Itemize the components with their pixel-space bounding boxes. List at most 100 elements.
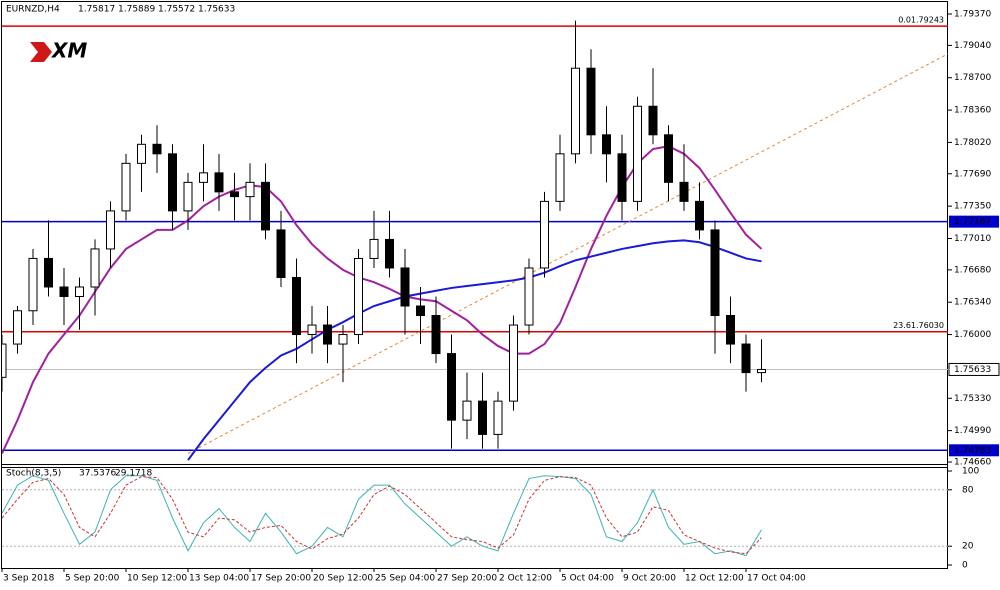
y-tick-label: 1.78020 <box>954 138 991 148</box>
candle-body <box>617 153 627 202</box>
y-tick-label: 1.79370 <box>954 10 991 20</box>
candle-body <box>323 324 332 345</box>
candle-body <box>168 153 177 212</box>
moving-average <box>187 239 762 461</box>
y-tick-label: 1.74660 <box>954 458 991 468</box>
x-tick-label: 5 Oct 04:00 <box>561 574 614 584</box>
candle-body <box>695 200 704 231</box>
price-tag <box>949 444 999 457</box>
x-tick-label: 17 Oct 04:00 <box>747 574 806 584</box>
y-tick-label: 1.76680 <box>954 265 991 275</box>
candle-body <box>152 143 162 155</box>
candle-body <box>2 343 7 378</box>
candle-body <box>431 315 441 355</box>
main-plot <box>2 20 948 461</box>
y-tick-label: 80 <box>962 485 974 495</box>
candle-body <box>338 334 348 345</box>
x-tick-label: 3 Sep 2018 <box>3 574 55 584</box>
y-tick-label: 1.78700 <box>954 73 991 83</box>
candle-body <box>183 181 193 212</box>
candle-body <box>509 324 518 402</box>
stoch-plot <box>1 475 948 557</box>
candle-body <box>90 248 100 288</box>
quote-high: 1.75889 <box>118 5 155 15</box>
candle-body <box>307 324 317 336</box>
candle-body <box>292 276 301 336</box>
level-label: 23.61.76030 <box>893 321 944 330</box>
candle-body <box>478 400 487 435</box>
trend-line <box>187 53 948 454</box>
candle-body <box>385 238 394 269</box>
y-tick-label: 1.78360 <box>954 106 991 116</box>
candle-body <box>354 257 363 336</box>
candle-body <box>540 200 549 269</box>
candle-body <box>586 67 596 136</box>
candle-body <box>447 353 456 421</box>
candle-body <box>276 229 286 278</box>
price-tag-label: 1.74783 <box>954 446 991 456</box>
quote-open: 1.75817 <box>78 5 115 15</box>
candle-body <box>726 315 735 345</box>
candle-body <box>602 134 611 155</box>
candle-body <box>369 238 379 259</box>
level-label: 0.01.79243 <box>898 16 944 25</box>
candle-body <box>59 286 69 297</box>
y-tick-label: 1.76000 <box>954 330 991 340</box>
x-tick-label: 5 Sep 20:00 <box>65 574 120 584</box>
candle-body <box>416 305 425 317</box>
candle-body <box>261 181 270 231</box>
x-tick-label: 20 Sep 12:00 <box>313 574 373 584</box>
y-tick-label: 100 <box>962 467 979 477</box>
candle-body <box>462 400 472 421</box>
stoch-signal-value: 29.1718 <box>115 469 152 479</box>
candle-body <box>757 368 766 374</box>
logo: XM <box>30 39 87 63</box>
y-tick-label: 1.79040 <box>954 41 991 51</box>
candle-body <box>13 310 22 345</box>
candle-body <box>121 162 131 212</box>
y-tick-label: 1.77350 <box>954 202 991 212</box>
candle-body <box>106 210 115 250</box>
price-tag-label: 1.77187 <box>954 217 991 227</box>
candle-body <box>137 143 146 164</box>
candle-body <box>245 181 255 198</box>
y-tick-label: 0 <box>962 561 968 571</box>
x-tick-label: 27 Sep 20:00 <box>437 574 497 584</box>
candle-body <box>710 229 720 317</box>
y-tick-label: 1.76340 <box>954 298 991 308</box>
candle-body <box>648 105 658 136</box>
stoch-main-value: 37.5376 <box>79 469 116 479</box>
price-tag <box>948 362 1000 376</box>
x-tick-label: 17 Sep 20:00 <box>251 574 311 584</box>
logo-text: XM <box>50 39 87 63</box>
candle-body <box>493 400 503 435</box>
candle-body <box>199 172 208 183</box>
quote-close: 1.75633 <box>198 5 235 15</box>
price-tag-label: 1.75633 <box>954 365 991 375</box>
candle-body <box>524 267 534 326</box>
x-tick-label: 12 Oct 12:00 <box>685 574 744 584</box>
y-tick-label: 20 <box>962 542 974 552</box>
candle-body <box>571 67 580 155</box>
quote-low: 1.75572 <box>158 5 195 15</box>
candle-body <box>633 105 642 202</box>
candle-body <box>679 181 689 202</box>
symbol: EURNZD,H4 <box>6 5 60 15</box>
y-tick-label: 1.75330 <box>954 394 991 404</box>
x-tick-label: 9 Oct 20:00 <box>623 574 676 584</box>
candle-body <box>28 257 38 312</box>
candle-body <box>664 134 673 183</box>
x-tick-label: 25 Sep 04:00 <box>375 574 435 584</box>
candle-body <box>400 267 410 307</box>
logo-mark <box>30 42 52 62</box>
candle-body <box>75 286 84 297</box>
candle-body <box>214 172 224 193</box>
stoch-line <box>1 475 762 557</box>
stoch-line <box>1 476 762 555</box>
y-tick-label: 1.77690 <box>954 169 991 179</box>
y-tick-label: 1.77010 <box>954 234 991 244</box>
price-tag <box>949 215 999 228</box>
x-tick-label: 10 Sep 12:00 <box>127 574 187 584</box>
y-tick-label: 1.74990 <box>954 426 991 436</box>
